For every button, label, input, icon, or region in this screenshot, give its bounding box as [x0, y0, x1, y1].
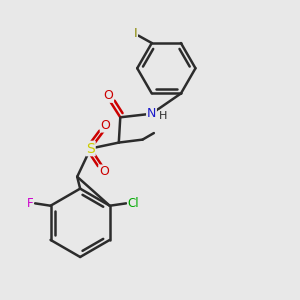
Text: S: S: [86, 142, 95, 155]
Text: I: I: [134, 27, 137, 40]
Text: O: O: [99, 165, 109, 178]
Text: F: F: [26, 197, 33, 210]
Text: N: N: [147, 107, 156, 120]
Text: Cl: Cl: [128, 197, 139, 210]
Text: O: O: [103, 89, 113, 102]
Text: H: H: [159, 111, 167, 121]
Text: O: O: [100, 119, 110, 132]
